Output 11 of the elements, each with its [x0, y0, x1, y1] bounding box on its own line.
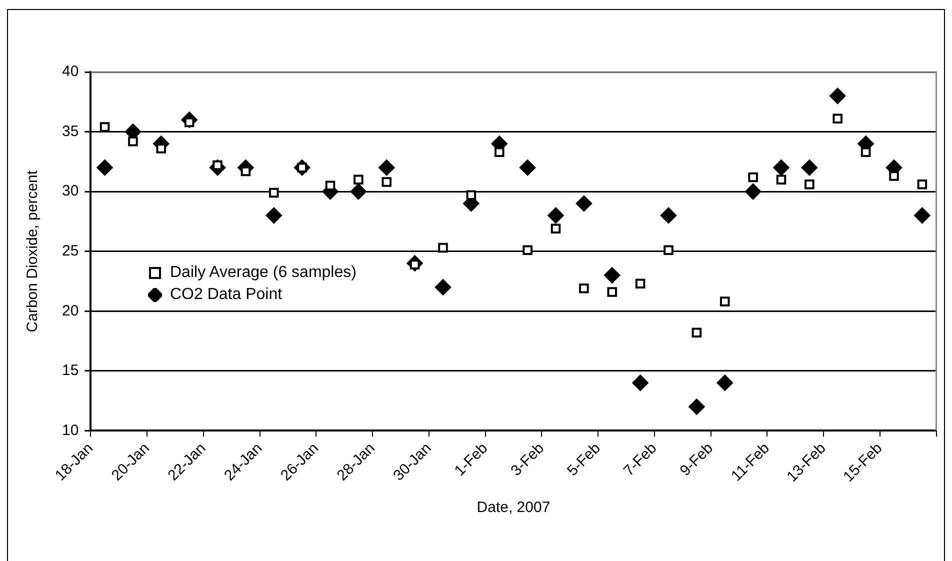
y-tick-label: 20: [62, 302, 79, 320]
y-tick-label: 35: [62, 122, 79, 140]
y-tick-label: 25: [62, 242, 79, 260]
legend-label: CO2 Data Point: [170, 286, 282, 304]
y-axis-title: Carbon Dioxide, percent: [24, 170, 42, 332]
y-tick-label: 15: [62, 362, 79, 380]
legend-label: Daily Average (6 samples): [170, 264, 356, 282]
x-axis-title: Date, 2007: [476, 499, 550, 516]
y-tick-label: 40: [62, 63, 79, 80]
y-tick-label: 30: [62, 182, 79, 200]
y-tick-label: 10: [62, 422, 79, 439]
